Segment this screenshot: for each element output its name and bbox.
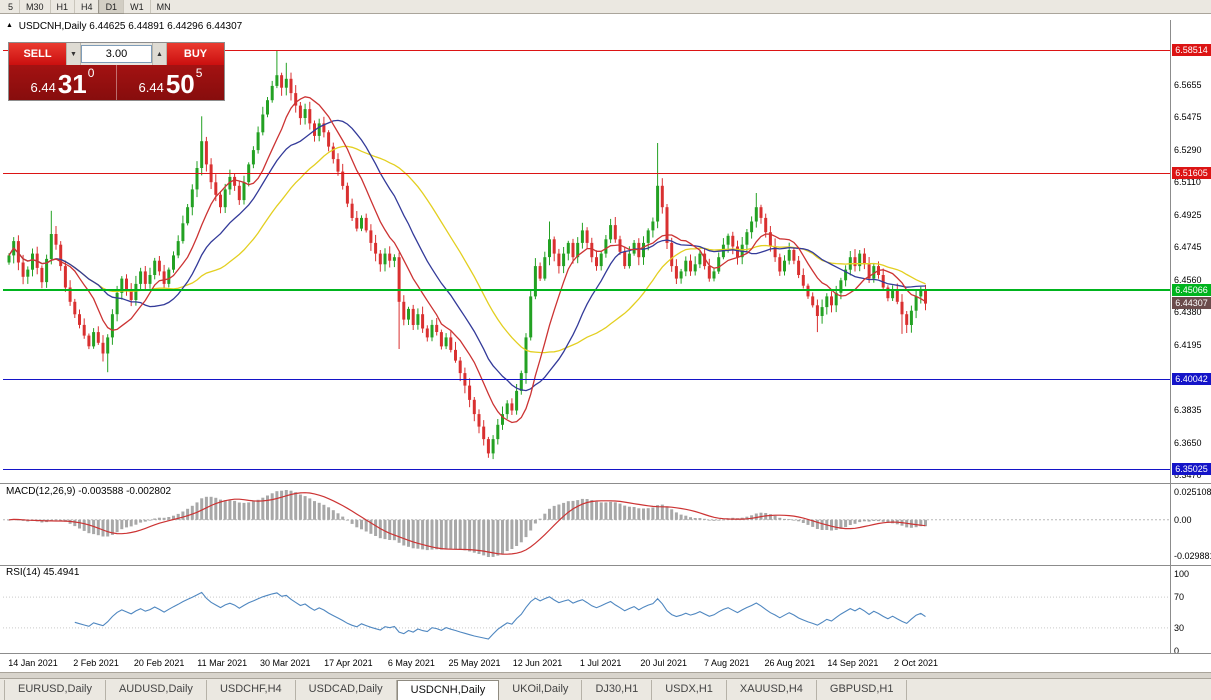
price-axis-separator — [1170, 20, 1171, 653]
macd-signal-line — [8, 492, 926, 555]
buy-price-display[interactable]: 6.44 50 5 — [117, 65, 224, 100]
sell-button[interactable]: SELL — [9, 43, 66, 65]
sell-price-pipette: 0 — [87, 66, 95, 80]
chart-canvas[interactable] — [0, 0, 1211, 672]
ma-10-line — [8, 96, 926, 424]
volume-decrease-button[interactable]: ▼ — [66, 43, 81, 65]
volume-input[interactable] — [81, 45, 152, 63]
price-divider — [116, 65, 117, 100]
volume-increase-button[interactable]: ▲ — [152, 43, 167, 65]
chart-tab-usdcad-daily[interactable]: USDCAD,Daily — [296, 680, 397, 700]
sell-price-display[interactable]: 6.44 31 0 — [9, 65, 116, 100]
timeframe-button-5[interactable]: 5 — [2, 0, 19, 13]
buy-price-pipette: 5 — [195, 66, 203, 80]
macd-panel-separator[interactable] — [0, 483, 1211, 484]
chart-tab-usdchf-h4[interactable]: USDCHF,H4 — [207, 680, 296, 700]
chart-title: ▲ USDCNH,Daily 6.44625 6.44891 6.44296 6… — [6, 21, 242, 32]
price-level-line[interactable] — [3, 49, 1170, 51]
trade-controls-row: SELL ▼ ▲ BUY — [9, 43, 224, 65]
timeframe-button-mn[interactable]: MN — [149, 0, 177, 13]
chart-tab-xauusd-h4[interactable]: XAUUSD,H4 — [727, 680, 817, 700]
chart-tab-usdx-h1[interactable]: USDX,H1 — [652, 680, 727, 700]
rsi-indicator-label: RSI(14) 45.4941 — [6, 567, 80, 578]
timeframe-button-m30[interactable]: M30 — [19, 0, 50, 13]
chart-symbol-label: USDCNH,Daily — [18, 21, 87, 32]
macd-histogram — [7, 490, 927, 557]
rsi-panel-separator[interactable] — [0, 565, 1211, 566]
chart-ohlc-values: 6.44625 6.44891 6.44296 6.44307 — [89, 21, 243, 32]
chart-tab-audusd-daily[interactable]: AUDUSD,Daily — [106, 680, 207, 700]
chart-tab-gbpusd-h1[interactable]: GBPUSD,H1 — [817, 680, 908, 700]
symbol-direction-icon: ▲ — [6, 22, 13, 29]
ma-34-line — [8, 145, 926, 354]
chart-scroll-area[interactable] — [0, 672, 1211, 678]
candlestick-series — [7, 50, 927, 460]
rsi-line — [74, 591, 926, 640]
buy-button[interactable]: BUY — [167, 43, 224, 65]
one-click-trading-panel: SELL ▼ ▲ BUY 6.44 31 0 6.44 50 5 — [8, 42, 225, 101]
trade-prices-row: 6.44 31 0 6.44 50 5 — [9, 65, 224, 100]
timeframe-button-w1[interactable]: W1 — [123, 0, 150, 13]
timeframe-toolbar: 5 M30 H1 H4 D1 W1 MN — [0, 0, 1211, 14]
chart-tab-dj30-h1[interactable]: DJ30,H1 — [582, 680, 653, 700]
chart-tab-eurusd-daily[interactable]: EURUSD,Daily — [4, 680, 106, 700]
price-level-line[interactable] — [3, 172, 1170, 174]
sell-price-prefix: 6.44 — [30, 80, 56, 95]
chart-tab-ukoil-daily[interactable]: UKOil,Daily — [499, 680, 583, 700]
chart-tab-usdcnh-daily[interactable]: USDCNH,Daily — [396, 680, 500, 700]
macd-indicator-label: MACD(12,26,9) -0.003588 -0.002802 — [6, 486, 172, 497]
timeframe-button-h4[interactable]: H4 — [74, 0, 99, 13]
timeframe-button-d1[interactable]: D1 — [97, 0, 125, 14]
sell-price-big-digits: 31 — [57, 69, 87, 99]
price-level-line[interactable] — [3, 288, 1170, 291]
buy-price-big-digits: 50 — [165, 69, 195, 99]
ma-20-line — [8, 119, 926, 392]
price-level-line[interactable] — [3, 468, 1170, 470]
date-axis-separator — [0, 653, 1211, 654]
chart-tabs-bar: EURUSD,Daily AUDUSD,Daily USDCHF,H4 USDCAD,… — [0, 678, 1211, 700]
price-level-line[interactable] — [3, 379, 1170, 380]
timeframe-button-h1[interactable]: H1 — [49, 0, 75, 13]
buy-price-prefix: 6.44 — [138, 80, 164, 95]
